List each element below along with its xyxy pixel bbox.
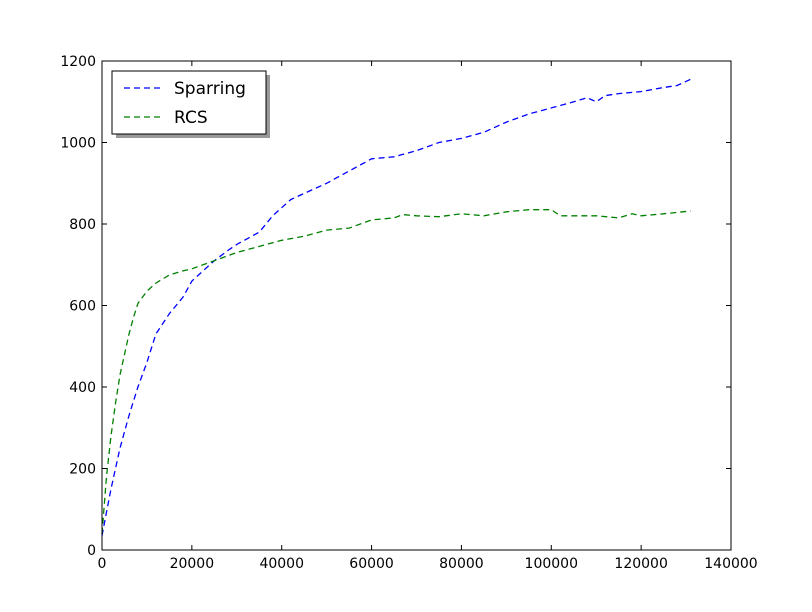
series-layer — [101, 78, 691, 536]
y-tick-label: 600 — [69, 299, 96, 315]
legend-label-sparring: Sparring — [174, 79, 246, 99]
y-axis: 0 200 400 600 800 1000 1200 — [60, 54, 731, 559]
series-line-sparring — [101, 78, 691, 536]
y-tick-label: 1000 — [60, 136, 96, 152]
series-line-rcs — [101, 209, 691, 534]
x-tick-label: 100000 — [525, 556, 578, 572]
x-tick-label: 40000 — [259, 556, 304, 572]
plot-area — [102, 61, 731, 550]
y-tick-label: 0 — [87, 543, 96, 559]
y-tick-label: 1200 — [60, 54, 96, 70]
x-tick-label: 140000 — [704, 556, 757, 572]
x-tick-label: 60000 — [349, 556, 394, 572]
x-tick-label: 80000 — [439, 556, 484, 572]
x-tick-label: 0 — [98, 556, 107, 572]
y-tick-label: 800 — [69, 217, 96, 233]
x-tick-label: 20000 — [170, 556, 215, 572]
legend-box — [111, 70, 267, 135]
legend: Sparring RCS — [111, 70, 270, 138]
x-tick-label: 120000 — [614, 556, 667, 572]
y-tick-label: 200 — [69, 462, 96, 478]
legend-label-rcs: RCS — [174, 108, 208, 128]
y-tick-label: 400 — [69, 380, 96, 396]
x-axis: 0 20000 40000 60000 80000 100000 120000 140000 — [98, 61, 758, 572]
